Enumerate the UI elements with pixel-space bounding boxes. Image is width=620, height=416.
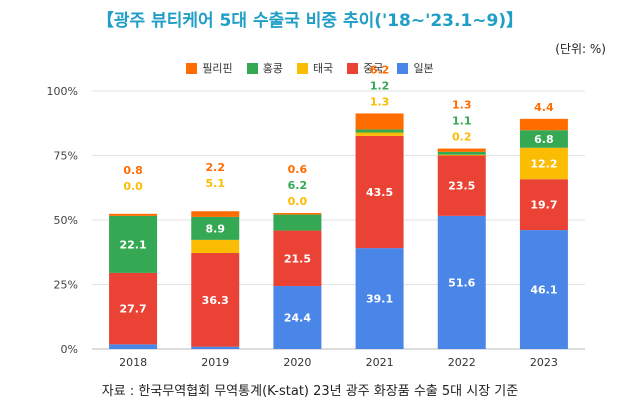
legend-swatch	[296, 62, 308, 74]
x-tick-label: 2021	[366, 356, 394, 369]
data-label: 4.4	[534, 101, 554, 114]
legend: 필리핀 홍콩 태국 중국 일본	[0, 60, 620, 76]
data-label: 1.1	[452, 115, 472, 128]
data-label: 43.5	[366, 186, 393, 199]
bar-중국-2018	[109, 272, 158, 345]
x-tick-label: 2020	[283, 356, 311, 369]
bar-필리핀-2019	[191, 211, 240, 217]
data-label: 23.5	[448, 180, 475, 193]
bar-홍콩-2021	[355, 129, 404, 133]
data-label: 1.8	[123, 196, 143, 209]
bar-일본-2023	[519, 230, 568, 349]
data-label: 0.2	[452, 131, 472, 144]
legend-swatch	[347, 62, 359, 74]
legend-label: 일본	[413, 62, 434, 75]
data-label: 46.1	[530, 284, 557, 297]
unit-label: (단위: %)	[555, 42, 606, 56]
bar-일본-2021	[355, 248, 404, 349]
data-label: 0.9	[206, 193, 226, 206]
bar-필리핀-2020	[273, 213, 322, 215]
bar-홍콩-2023	[519, 130, 568, 148]
bar-일본-2022	[437, 215, 486, 349]
bar-일본-2019	[191, 346, 240, 349]
legend-item: 중국	[347, 60, 383, 76]
data-label: 6.2	[288, 179, 308, 192]
data-label: 0.0	[288, 195, 308, 208]
data-label: 19.7	[530, 199, 557, 212]
x-tick-label: 2022	[448, 356, 476, 369]
y-tick-label: 75%	[54, 150, 78, 163]
data-label: 1.2	[370, 79, 390, 92]
data-label: 39.1	[366, 293, 393, 306]
legend-label: 필리핀	[202, 62, 233, 75]
data-label: 22.1	[120, 238, 147, 251]
data-label: 36.3	[202, 294, 229, 307]
bar-필리핀-2018	[109, 213, 158, 216]
bar-필리핀-2022	[437, 148, 486, 152]
data-label: 27.7	[120, 303, 147, 316]
data-label: 2.2	[206, 161, 226, 174]
data-label: 24.4	[284, 312, 311, 325]
legend-item: 태국	[296, 60, 334, 76]
bar-홍콩-2018	[109, 215, 158, 273]
legend-item: 일본	[397, 60, 434, 76]
data-label: 0.6	[288, 163, 308, 176]
legend-swatch	[397, 62, 409, 74]
y-tick-label: 100%	[47, 85, 78, 98]
bar-필리핀-2023	[519, 118, 568, 131]
bar-일본-2018	[109, 344, 158, 349]
bar-중국-2022	[437, 155, 486, 216]
legend-label: 홍콩	[262, 62, 283, 75]
bar-홍콩-2019	[191, 216, 240, 240]
x-tick-label: 2019	[201, 356, 229, 369]
x-tick-label: 2023	[530, 356, 558, 369]
data-label: 6.2	[370, 63, 390, 76]
data-label: 21.5	[284, 252, 311, 265]
bar-태국-2023	[519, 147, 568, 180]
data-label: 0.0	[123, 180, 143, 193]
data-label: 51.6	[448, 276, 475, 289]
legend-item: 필리핀	[186, 60, 233, 76]
data-label: 5.1	[206, 177, 226, 190]
data-label: 1.3	[370, 95, 390, 108]
bar-홍콩-2022	[437, 151, 486, 155]
data-label: 1.3	[452, 99, 472, 112]
y-tick-label: 50%	[54, 214, 78, 227]
legend-label: 중국	[363, 62, 384, 75]
y-tick-label: 0%	[61, 343, 78, 356]
bar-중국-2023	[519, 179, 568, 231]
data-label: 8.9	[206, 222, 226, 235]
bar-태국-2019	[191, 239, 240, 254]
source-note: 자료 : 한국무역협회 무역통계(K-stat) 23년 광주 화장품 수출 5…	[101, 384, 519, 399]
bar-일본-2020	[273, 286, 322, 349]
bar-태국-2021	[355, 132, 404, 136]
legend-swatch	[246, 62, 258, 74]
bar-홍콩-2020	[273, 214, 322, 231]
bar-중국-2019	[191, 253, 240, 347]
bar-필리핀-2021	[355, 113, 404, 130]
legend-item: 홍콩	[246, 60, 283, 76]
y-tick-label: 25%	[54, 279, 78, 292]
data-label: 6.8	[534, 133, 554, 146]
data-label: 0.8	[123, 164, 143, 177]
chart-title: 【광주 뷰티케어 5대 수출국 비중 추이('18~'23.1~9)】	[96, 11, 524, 31]
bar-태국-2022	[437, 154, 486, 156]
legend-swatch	[186, 62, 198, 74]
bar-중국-2021	[355, 135, 404, 249]
data-label: 12.2	[530, 157, 557, 170]
bar-중국-2020	[273, 230, 322, 287]
legend-label: 태국	[312, 62, 334, 75]
x-tick-label: 2018	[119, 356, 147, 369]
